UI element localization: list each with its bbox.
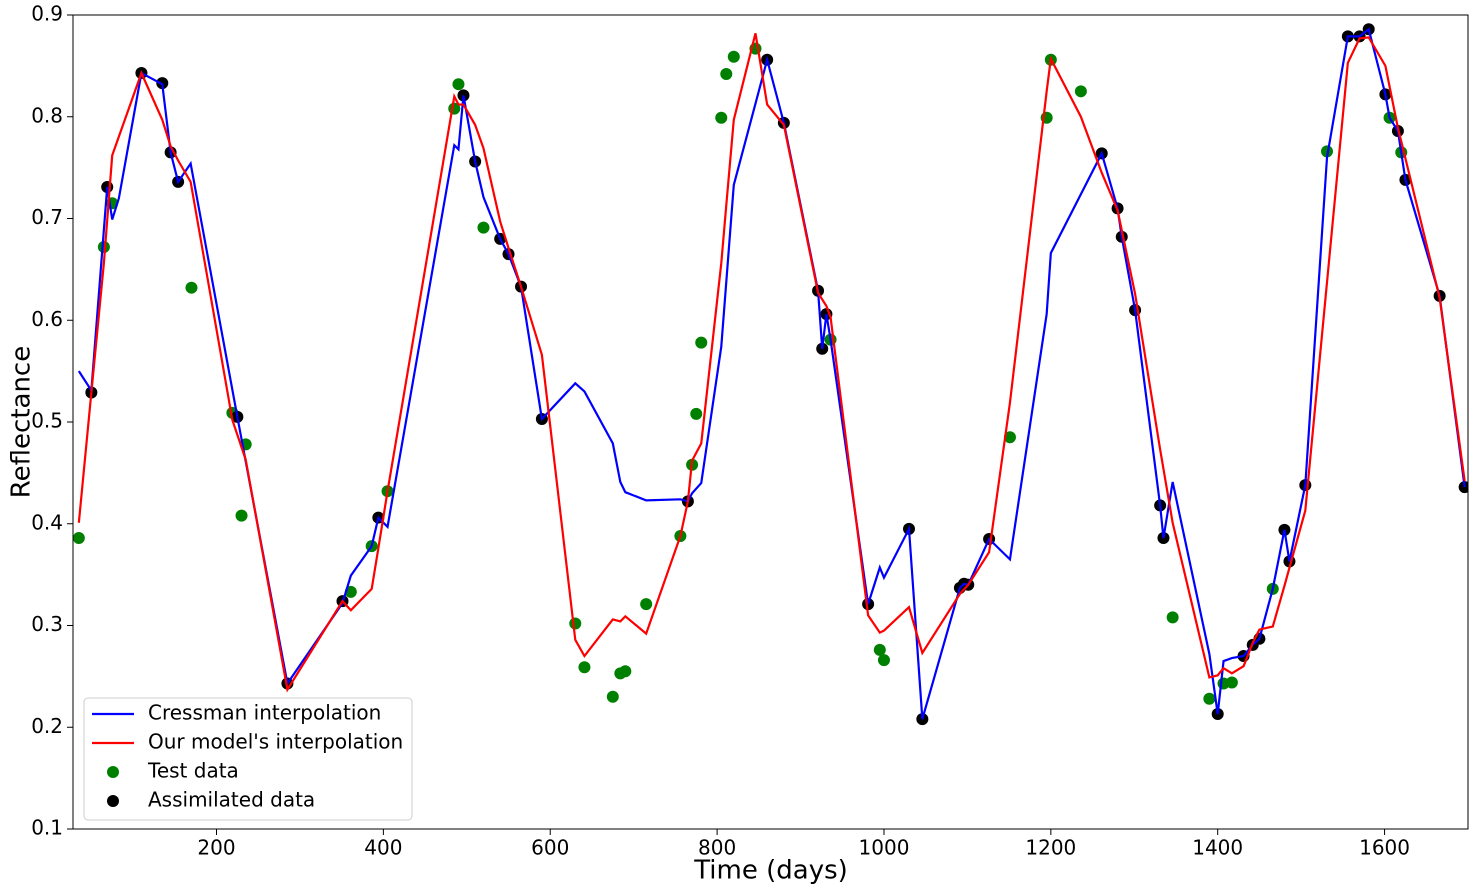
legend-box <box>83 697 413 821</box>
data-point <box>235 509 248 522</box>
y-tick-label: 0.5 <box>31 409 63 433</box>
data-point <box>720 68 733 81</box>
data-point <box>640 598 653 611</box>
data-point <box>619 665 632 678</box>
y-tick-label: 0.1 <box>31 816 63 840</box>
data-point <box>1003 431 1016 444</box>
x-tick-label: 800 <box>698 836 736 860</box>
data-point <box>877 654 890 667</box>
data-point <box>97 240 110 253</box>
y-tick-label: 0.8 <box>31 103 63 127</box>
data-point <box>606 690 619 703</box>
data-point <box>1225 676 1238 689</box>
data-point <box>690 407 703 420</box>
legend-label: Our model's interpolation <box>148 730 403 754</box>
x-tick-label: 1200 <box>1025 836 1076 860</box>
plot-frame <box>72 14 1469 830</box>
data-point <box>727 50 740 63</box>
y-tick-label: 0.4 <box>31 510 63 534</box>
series-line <box>77 33 1466 693</box>
x-tick-label: 1600 <box>1359 836 1410 860</box>
legend-swatch <box>107 766 119 778</box>
data-point <box>715 111 728 124</box>
data-point <box>477 221 490 234</box>
x-tick-label: 200 <box>197 836 235 860</box>
y-tick-label: 0.2 <box>31 714 63 738</box>
x-tick-label: 1400 <box>1192 836 1243 860</box>
data-point <box>695 336 708 349</box>
legend-label: Assimilated data <box>148 788 315 812</box>
y-tick-label: 0.9 <box>31 2 63 26</box>
x-tick-label: 600 <box>531 836 569 860</box>
legend-label: Test data <box>147 759 239 783</box>
legend-swatch <box>107 795 119 807</box>
x-axis-label: Time (days) <box>693 856 848 886</box>
data-point <box>873 643 886 656</box>
x-tick-label: 400 <box>364 836 402 860</box>
data-point <box>73 531 85 544</box>
data-point <box>569 617 582 630</box>
data-point <box>1203 692 1216 705</box>
data-point <box>185 281 198 294</box>
series-line <box>77 27 1466 720</box>
x-tick-label: 1000 <box>859 836 910 860</box>
data-point <box>1166 611 1179 624</box>
data-point <box>1458 481 1468 494</box>
y-tick-label: 0.3 <box>31 612 63 636</box>
data-point <box>1074 85 1087 98</box>
y-axis-label: Reflectance <box>7 346 37 498</box>
y-tick-label: 0.7 <box>31 205 63 229</box>
data-point <box>578 661 591 674</box>
y-tick-label: 0.6 <box>31 307 63 331</box>
data-point <box>452 78 465 91</box>
legend-label: Cressman interpolation <box>148 701 381 725</box>
